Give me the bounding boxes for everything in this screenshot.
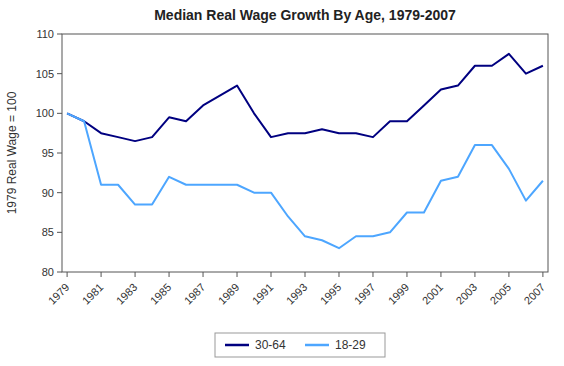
- x-tick-label: 1991: [250, 281, 276, 307]
- legend-swatch: [305, 344, 329, 347]
- x-tick-label: 1993: [284, 281, 310, 307]
- x-tick: [338, 272, 339, 277]
- x-tick-label: 1999: [386, 281, 412, 307]
- y-tick-label: 105: [36, 68, 54, 80]
- axes: 80 85 90 95 100 105 110 1979 1981 1983 1985 1987 198…: [36, 28, 548, 307]
- x-tick: [406, 272, 407, 277]
- x-tick-label: 1979: [46, 281, 72, 307]
- x-tick-label: 1995: [318, 281, 344, 307]
- x-tick: [203, 272, 204, 277]
- y-tick: [57, 192, 62, 193]
- y-tick-label: 100: [36, 107, 54, 119]
- x-tick: [169, 272, 170, 277]
- x-tick: [67, 272, 68, 277]
- y-tick: [57, 34, 62, 35]
- y-tick: [57, 232, 62, 233]
- y-tick-label: 110: [36, 28, 54, 40]
- series-line: [67, 113, 543, 248]
- x-tick-label: 2003: [454, 281, 480, 307]
- plot-frame: [62, 34, 548, 272]
- legend: 30-64 18-29: [215, 333, 385, 357]
- y-axis-label: 1979 Real Wage = 100: [5, 91, 19, 214]
- x-tick-label: 2005: [488, 281, 514, 307]
- legend-label: 18-29: [335, 338, 366, 352]
- x-tick-label: 1987: [182, 281, 208, 307]
- x-tick: [101, 272, 102, 277]
- x-tick: [305, 272, 306, 277]
- page: {"chart_data": {"type": "line", "title":…: [0, 0, 564, 366]
- y-tick-label: 80: [42, 266, 54, 278]
- title: Median Real Wage Growth By Age, 1979-200…: [154, 7, 456, 23]
- x-tick: [542, 272, 543, 277]
- x-tick: [474, 272, 475, 277]
- x-tick-label: 2001: [420, 281, 446, 307]
- series-group: [67, 54, 543, 248]
- x-tick: [372, 272, 373, 277]
- y-tick: [57, 73, 62, 74]
- y-tick-label: 85: [42, 226, 54, 238]
- y-tick: [57, 272, 62, 273]
- x-tick: [237, 272, 238, 277]
- legend-box: [215, 333, 385, 357]
- y-tick-label: 90: [42, 187, 54, 199]
- series-line: [67, 54, 543, 141]
- legend-label: 30-64: [255, 338, 286, 352]
- legend-swatch: [225, 344, 249, 347]
- y-tick-label: 95: [42, 147, 54, 159]
- x-tick-label: 1981: [80, 281, 106, 307]
- x-tick-label: 2007: [522, 281, 548, 307]
- x-tick-label: 1997: [352, 281, 378, 307]
- x-tick-label: 1989: [216, 281, 242, 307]
- x-tick: [271, 272, 272, 277]
- x-tick-label: 1983: [114, 281, 140, 307]
- x-tick: [508, 272, 509, 277]
- y-tick: [57, 153, 62, 154]
- chart: Median Real Wage Growth By Age, 1979-200…: [0, 0, 564, 366]
- y-tick: [57, 113, 62, 114]
- x-tick: [135, 272, 136, 277]
- x-tick: [440, 272, 441, 277]
- x-tick-label: 1985: [148, 281, 174, 307]
